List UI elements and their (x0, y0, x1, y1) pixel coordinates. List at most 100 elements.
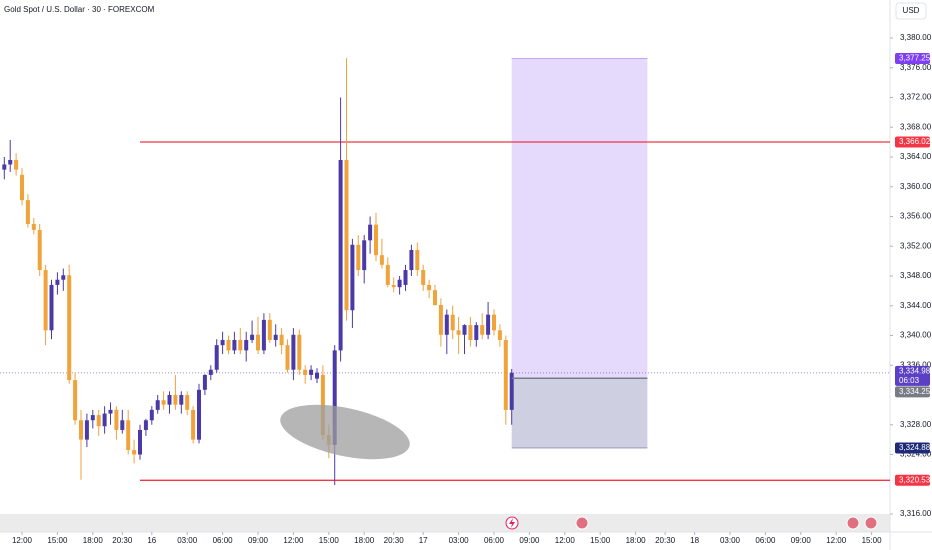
stop-tag-box (895, 442, 930, 454)
y-tick-label: 3,352.00 (900, 241, 932, 250)
candle-body (43, 270, 48, 331)
candle-body (155, 400, 160, 410)
candle-body (432, 290, 437, 306)
candle (238, 328, 243, 355)
annotation-ellipse[interactable] (275, 395, 414, 469)
candle-body (309, 369, 314, 375)
candle (185, 391, 190, 416)
event-icon[interactable] (575, 516, 589, 530)
y-tick-label: 3,376.00 (900, 63, 932, 72)
candle-body (232, 339, 237, 351)
x-tick-label: 09:00 (519, 536, 540, 545)
candle (503, 335, 508, 425)
candle (273, 324, 278, 347)
candle (161, 391, 166, 410)
level-tag-box (895, 474, 930, 486)
candle (73, 372, 78, 425)
candle (432, 284, 437, 306)
candle (96, 409, 101, 436)
candle (297, 329, 302, 375)
candle (456, 316, 461, 355)
candle (37, 223, 42, 277)
candle-body (108, 409, 113, 414)
candle (90, 409, 95, 429)
candle (2, 157, 7, 180)
y-tick-label: 3,356.00 (900, 212, 932, 221)
candle (25, 194, 30, 228)
candle-body (356, 244, 361, 271)
candle-body (468, 325, 473, 340)
candle-body (25, 200, 30, 224)
currency[interactable]: USD (903, 6, 920, 15)
y-tick-label: 3,340.00 (900, 331, 932, 340)
candle (202, 374, 207, 396)
x-tick-label: 15:00 (590, 536, 611, 545)
candle-body (279, 334, 284, 346)
candle (338, 97, 343, 362)
x-tick-label: 12:00 (283, 536, 304, 545)
candle-body (438, 305, 443, 335)
candle (149, 406, 154, 425)
candle-body (14, 159, 19, 170)
x-tick-label: 18:00 (626, 536, 647, 545)
candle-body (31, 223, 36, 230)
y-tick-label: 3,372.00 (900, 93, 932, 102)
candle-body (362, 240, 367, 271)
candle (309, 365, 314, 381)
candle-body (267, 319, 272, 340)
candle (220, 331, 225, 355)
candle-body (191, 409, 196, 440)
candle (256, 316, 261, 355)
level-tag-label: 3,366.02 (899, 137, 931, 146)
event-icons (505, 516, 878, 530)
candle-body (73, 380, 78, 421)
plot-layer (0, 57, 890, 485)
candle (226, 335, 231, 355)
candle (55, 272, 60, 295)
candle-body (173, 395, 178, 405)
candle (427, 279, 432, 299)
currency-box[interactable] (895, 2, 927, 20)
candle (84, 413, 89, 448)
candle (403, 264, 408, 291)
candle-body (256, 334, 261, 351)
candle (397, 276, 402, 295)
candle-body (503, 339, 508, 410)
candle (356, 235, 361, 277)
event-icon[interactable] (864, 516, 878, 530)
candle-body (350, 244, 355, 311)
candle-body (285, 345, 290, 370)
candle (379, 238, 384, 269)
candle-body (403, 270, 408, 285)
x-tick-label: 18 (690, 536, 699, 545)
candle-body (161, 400, 166, 405)
candle-body (114, 409, 119, 430)
y-tick-label: 3,360.00 (900, 182, 932, 191)
y-tick-label: 3,380.00 (900, 33, 932, 42)
candle-body (61, 275, 66, 280)
candle-body (185, 395, 190, 410)
level-tag-box (895, 136, 930, 148)
candle (108, 402, 113, 425)
x-tick-label: 03:00 (177, 536, 198, 545)
candle (385, 257, 390, 288)
candle (291, 328, 296, 381)
event-icon[interactable] (846, 516, 860, 530)
x-tick-label: 18:00 (354, 536, 375, 545)
candle-body (297, 334, 302, 370)
x-tick-label: 06:00 (755, 536, 776, 545)
x-tick-label: 03:00 (720, 536, 741, 545)
candle (197, 383, 202, 444)
event-icon (509, 518, 515, 528)
candle (480, 313, 485, 340)
candle-body (226, 339, 231, 351)
candle (303, 365, 308, 384)
candle-body (55, 279, 60, 285)
candle-body (143, 420, 148, 430)
stop-tag: 3,324.88 (895, 442, 931, 454)
candle-body (49, 284, 54, 331)
candle (362, 235, 367, 284)
candle-body (509, 372, 514, 410)
candle-body (179, 395, 184, 405)
